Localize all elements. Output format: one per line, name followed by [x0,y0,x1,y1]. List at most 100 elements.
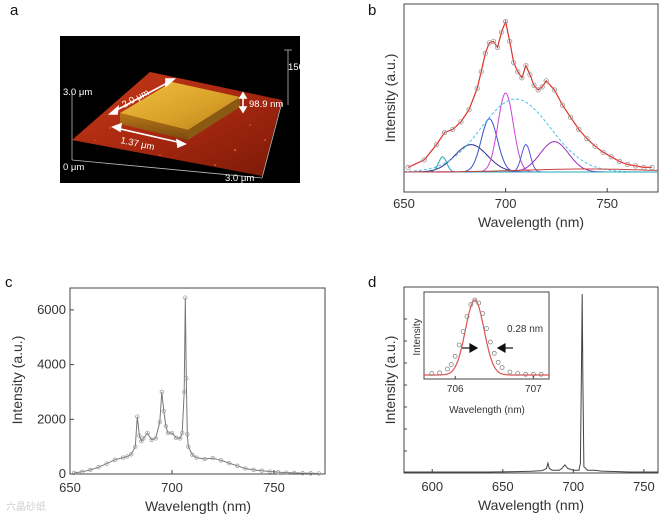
panel-letter-b: b [368,2,376,19]
chart-b-point [441,129,448,136]
afm-dimension-arrows [107,78,248,149]
chart-c-xtick-label: 700 [161,480,183,495]
chart-d-xlabel: Wavelength (nm) [478,497,584,513]
chart-c-ytick-label: 6000 [37,302,66,317]
chart-b-frame [403,3,659,193]
chart-b-point [490,38,496,44]
afm-panel: 150 nm 3.0 μm 0 μm 3.0 μm 2.0 μm 1.37 μm… [60,36,320,184]
afm-z-label: 150 nm [288,62,320,73]
fwhm-arrow-left [469,342,479,354]
chart-c-point [202,456,207,462]
inset-xticks: 706 707 [447,376,542,395]
chart-c-point [165,430,171,436]
chart-b-point [641,164,647,170]
chart-b-xtick-label: 650 [393,196,415,211]
chart-c-point [157,419,162,425]
chart-c-ytick-label: 0 [59,466,66,481]
inset-point [515,371,521,376]
chart-b-point [405,164,411,170]
chart-d-frame [403,286,659,474]
chart-c-point [120,455,126,460]
chart-c-point [178,436,183,441]
chart-c-point [133,444,138,449]
chart-d-xtick-label: 750 [633,479,655,494]
panel-letter-d: d [368,274,376,291]
chart-c-point [218,458,224,463]
chart-b-observed [405,18,655,170]
chart-b-point [502,18,509,25]
chart-c-point [316,471,322,476]
chart-c-point [129,452,134,457]
chart-c-point [173,435,179,441]
chart-c-point [137,433,142,438]
inset-point [538,371,544,377]
chart-c-point [259,468,264,473]
chart-c-point [235,463,240,468]
chart-b-point [458,119,464,125]
inset-xtick-label: 706 [447,384,464,395]
chart-c-point [169,430,175,436]
chart-d: 600 650 700 750 Wavelength (nm) Intensity (… [382,286,659,513]
chart-d-line [404,293,658,473]
chart-c-line [74,297,319,474]
chart-c-point [185,432,190,437]
chart-b-point [559,102,566,108]
inset-frame [423,291,550,380]
chart-b-component-3 [404,143,658,173]
chart-d-xtick-label: 650 [492,479,514,494]
chart-c-point [183,295,188,300]
chart-c-series [71,295,322,476]
chart-b-point [527,72,533,78]
chart-b-point [608,154,614,160]
afm-y-top-label: 3.0 μm [63,87,92,98]
chart-c-point [112,457,118,462]
chart-d-inset: 706 707 0.28 nm Wavelength (nm) Intensity [412,291,550,416]
inset-point [429,371,435,376]
chart-c-point [275,469,281,475]
chart-d-xticks: 600 650 700 750 [404,318,655,494]
chart-b-point [515,69,521,75]
chart-c-point [210,455,215,461]
chart-b-point [466,107,472,113]
chart-b-point [511,59,517,66]
chart-c-point [80,469,85,474]
chart-c-point [88,467,93,473]
chart-b-point [632,163,639,169]
inset-xtick-label: 707 [525,384,542,395]
chart-b-point [543,78,549,84]
chart-c-xlabel: Wavelength (nm) [145,498,251,514]
chart-c-point [186,444,191,449]
inset-point [495,359,501,365]
chart-b-point [592,143,598,149]
chart-c-point [308,471,313,476]
afm-x-end-label: 3.0 μm [225,173,254,184]
chart-c-frame [69,287,326,475]
chart-b-point [539,84,545,90]
chart-c-point [139,439,144,444]
chart-b-point [624,161,631,167]
chart-d-ylabel: Intensity (a.u.) [382,336,398,425]
afm-crystal-front-side [120,113,188,140]
chart-b-point [551,87,558,93]
fwhm-arrow-right [496,342,506,354]
chart-c-ytick-label: 2000 [37,411,66,426]
afm-origin-label: 0 μm [63,162,84,173]
inset-point [448,362,454,367]
chart-b-xtick-label: 700 [495,196,517,211]
afm-speckles [94,99,266,166]
chart-b-point [523,62,529,69]
chart-b-point [531,82,537,89]
inset-point [480,311,486,316]
chart-b-point [649,164,655,170]
inset-point [456,342,462,348]
chart-b-point [600,149,606,155]
inset-fit-line [424,299,549,376]
chart-c-point [124,454,130,459]
inset-point [523,371,528,377]
inset-point [468,302,474,307]
chart-c-xtick-label: 750 [263,480,285,495]
chart-c-xticks: 650 700 750 [59,470,285,495]
inset-point [460,329,466,334]
